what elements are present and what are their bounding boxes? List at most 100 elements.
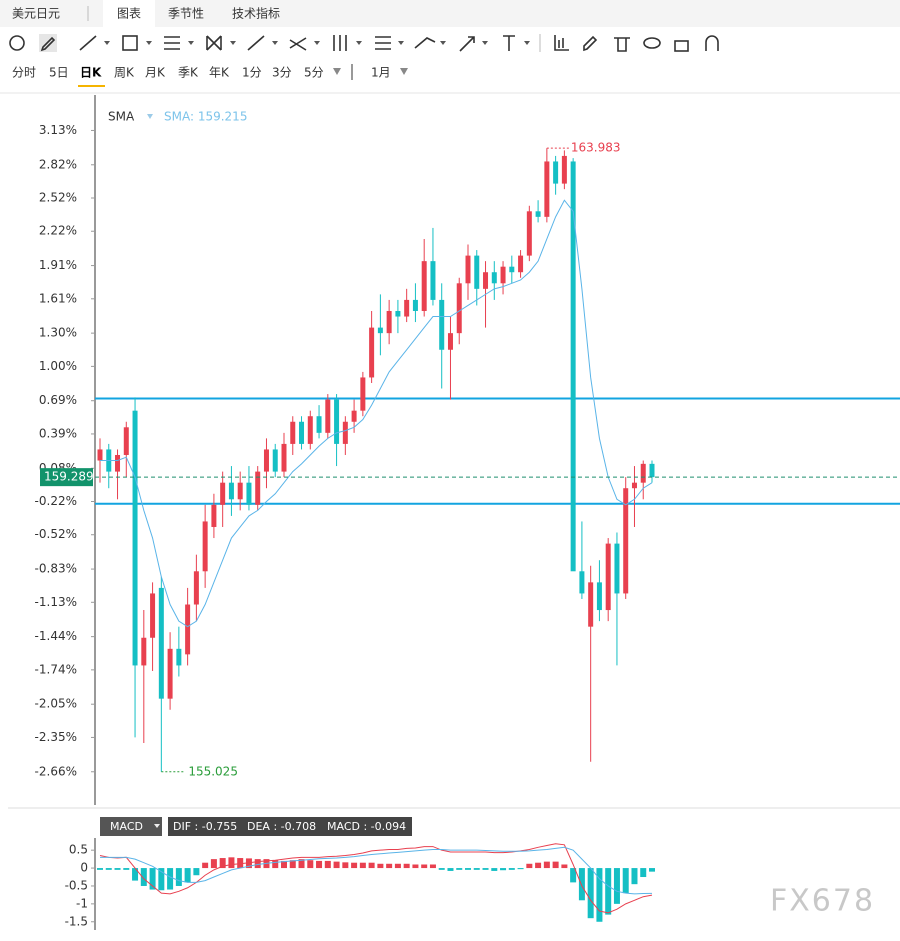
period[interactable]: 分时 [12,66,36,80]
dif-line [99,843,653,914]
macd-bar [377,863,384,869]
candle-body [570,161,576,572]
macd-bar [596,868,603,922]
candle-body [272,449,278,472]
tab[interactable]: 图表 [117,7,141,21]
macd-name: MACD [110,820,143,833]
macd-bar [535,862,542,869]
macd-bar [482,868,489,870]
macd-bar [622,868,629,894]
macd-info: DIF : -0.755 [173,820,237,833]
y-tick-label: 2.52% [39,191,77,205]
macd-bar [193,868,200,876]
macd-bar [245,858,252,869]
candle-body [500,266,506,284]
macd-bar [210,859,217,869]
macd-bar [491,868,498,871]
macd-bar [500,868,507,871]
candle-body [623,488,629,594]
period[interactable]: 3分 [272,66,292,80]
candle-body [386,310,392,334]
candle-body [316,416,322,433]
candle-body [474,255,480,289]
candle-body [631,482,637,489]
candle-body [430,261,436,300]
candle-body [614,543,620,594]
macd-bar [429,864,436,869]
candle-body [456,283,462,334]
macd-bar [640,868,647,878]
macd-bar [324,860,331,869]
tab[interactable]: 技术指标 [232,6,280,21]
y-tick-label: 1.30% [39,326,77,340]
tab[interactable]: 美元日元 [12,7,60,21]
candle-body [255,471,261,505]
low-label: 155.025 [188,764,238,778]
candle-body [509,266,515,273]
candle-body [535,211,541,217]
last-price-box [40,468,93,487]
candle-body [150,593,156,638]
candle-body [211,504,217,527]
macd-bar [359,862,366,869]
candle-body [561,155,567,184]
candle-body [491,272,497,284]
macd-select[interactable] [100,817,162,836]
macd-bar [403,863,410,869]
candle-body [185,604,191,655]
candle-body [228,482,234,500]
macd-bar [578,868,585,901]
dropdown-arrows [104,41,530,75]
macd-bar [631,868,638,885]
active-tab [103,0,155,27]
macd-bar [298,859,305,869]
candle-body [377,327,383,334]
y-tick-label: 2.22% [39,224,77,238]
y-tick-label: -0.22% [35,494,77,508]
macd-bar [412,864,419,869]
y-tick-label: 0.39% [39,426,77,440]
macd-bar [272,860,279,869]
last-price: 159.289 [44,470,94,484]
candle-body [395,310,401,317]
candle-body [605,543,611,611]
candle-body [447,333,453,350]
period[interactable]: 季K [178,66,199,80]
y-tick-label: 1.00% [39,359,77,373]
candle-body [588,582,594,627]
arrow [147,114,153,119]
candle-body [167,648,173,699]
macd-bar [465,868,471,870]
macd-bar [307,860,314,869]
toolbar[interactable] [9,34,719,52]
watermark: FX678 [770,884,875,919]
period[interactable]: 5分 [304,66,324,80]
candle-body [141,637,147,666]
y-tick-label: -1.74% [35,662,77,676]
period[interactable]: 1月 [371,66,391,80]
macd-bar [570,868,577,883]
macd-bar [254,859,261,869]
candle-body [158,587,164,699]
macd-bar [438,868,445,870]
period[interactable]: 5日 [49,66,69,80]
macd-bar [613,868,620,904]
macd-tick-label: 0 [80,861,88,875]
period[interactable]: 周K [114,66,135,80]
period[interactable]: 年K [209,66,230,80]
y-tick-label: -1.44% [35,629,77,643]
period[interactable]: 日K [80,66,102,80]
candle-body [483,272,489,289]
candle-body [649,463,655,478]
period[interactable]: 月K [145,66,166,80]
high-label: 163.983 [571,141,621,155]
candle-body [202,521,208,572]
tab[interactable]: 季节性 [168,7,204,21]
macd-bar [368,862,375,869]
candle-body [404,299,410,317]
candle-body [465,255,471,284]
period[interactable]: 1分 [242,66,262,80]
macd-bar [97,868,103,870]
